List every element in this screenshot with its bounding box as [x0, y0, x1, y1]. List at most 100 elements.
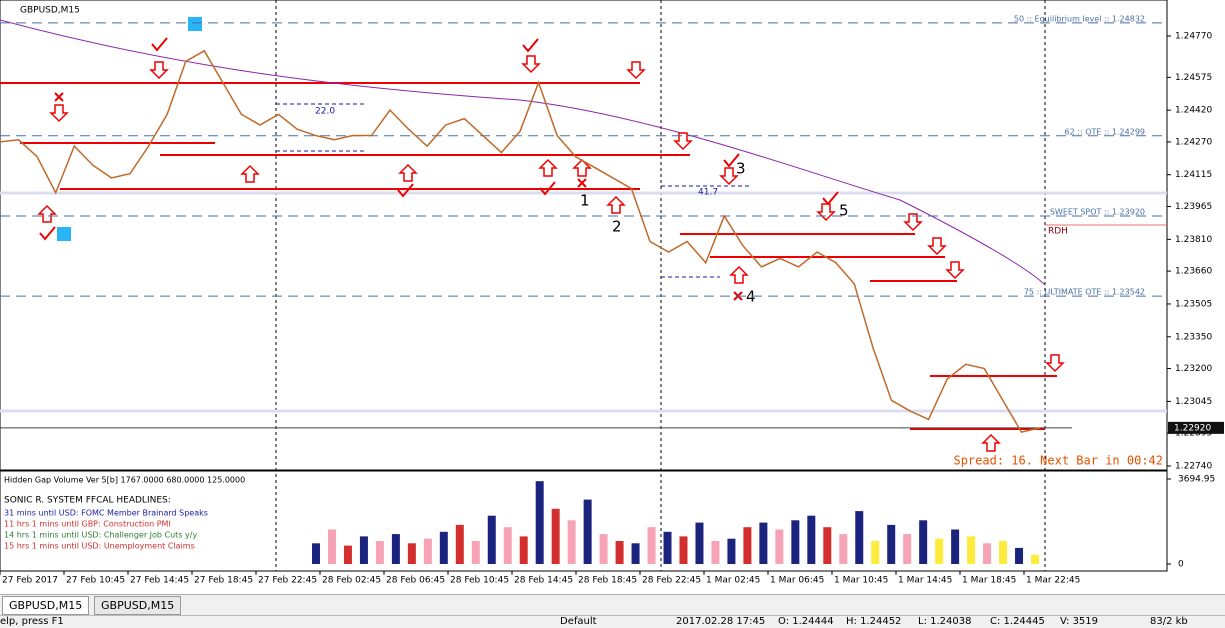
volume-bar: [807, 515, 816, 564]
volume-bar: [407, 543, 416, 564]
volume-bar: [903, 534, 912, 564]
chart-window: GBPUSD,M15 22.0 41.7 1 2 3 4 5 RDH Sprea…: [0, 0, 1224, 586]
price-tick-label: 1.22740: [1175, 462, 1212, 472]
volume-bar: [487, 515, 496, 564]
gap-lines: [276, 103, 750, 278]
gap-label: 41.7: [698, 188, 718, 198]
price-line: [0, 49, 1041, 433]
separators: [275, 0, 1046, 571]
price-tick-label: 1.23810: [1175, 235, 1212, 245]
symbol-label: GBPUSD,M15: [20, 6, 80, 16]
price-tick-label: 1.24420: [1175, 106, 1212, 116]
headline: 31 mins until USD: FOMC Member Brainard …: [4, 509, 208, 518]
time-label: 28 Feb 22:45: [642, 576, 701, 586]
headlines-title: SONIC R. SYSTEM FFCAL HEADLINES:: [4, 496, 171, 506]
price-tick-label: 1.23505: [1175, 299, 1212, 309]
status-field: L: 1.24038: [918, 616, 972, 627]
time-label: 28 Feb 14:45: [514, 576, 573, 586]
volume-bar: [343, 545, 352, 564]
status-bar: elp, press F1 Default 2017.02.28 17:45 O: 1…: [0, 615, 1225, 628]
level-label: 62 :: OTE :: 1.24299: [1065, 127, 1145, 136]
price-tick-label: 1.24115: [1175, 170, 1212, 180]
headline: 15 hrs 1 mins until USD: Unemployment Cl…: [4, 542, 195, 551]
volume-bar: [951, 529, 960, 564]
price-tick-label: 1.23965: [1175, 202, 1212, 212]
time-label: 1 Mar 10:45: [834, 576, 888, 586]
volume-bar: [791, 520, 800, 564]
wave-label: 4: [746, 288, 756, 306]
price-tick-label: 1.24575: [1175, 73, 1212, 83]
volume-bar: [455, 524, 464, 564]
checkmarks: [39, 37, 839, 301]
volume-bar: [695, 522, 704, 564]
status-field: Default: [560, 616, 597, 627]
volume-bar: [471, 540, 480, 564]
time-label: 1 Mar 06:45: [770, 576, 824, 586]
rdh-label: RDH: [1048, 227, 1068, 237]
headline: 11 hrs 1 mins until GBP: Construction PM…: [4, 520, 171, 529]
volume-bar: [615, 540, 624, 564]
price-tick-label: 1.24770: [1175, 32, 1212, 42]
time-label: 1 Mar 22:45: [1026, 576, 1080, 586]
headline: 14 hrs 1 mins until USD: Challenger Job …: [4, 531, 197, 540]
price-pane: [0, 0, 1168, 471]
price-tick-label: 1.23045: [1175, 397, 1212, 407]
volume-bar: [663, 531, 672, 564]
price-tick-label: 1.24270: [1175, 137, 1212, 147]
status-field: elp, press F1: [0, 616, 64, 627]
time-label: 1 Mar 14:45: [898, 576, 952, 586]
volume-tick-label: 0: [1178, 560, 1184, 570]
time-label: 27 Feb 10:45: [66, 576, 125, 586]
volume-bar: [967, 536, 976, 564]
volume-bar: [743, 527, 752, 564]
time-label: 28 Feb 06:45: [386, 576, 445, 586]
symbol-tab[interactable]: GBPUSD,M15: [2, 596, 90, 615]
current-price-label: 1.22920: [1174, 423, 1211, 433]
time-label: 27 Feb 2017: [2, 576, 58, 586]
time-label: 27 Feb 18:45: [194, 576, 253, 586]
sr-lines: [0, 82, 1057, 430]
time-label: 27 Feb 14:45: [130, 576, 189, 586]
status-field: H: 1.24452: [846, 616, 902, 627]
volume-bar: [567, 520, 576, 564]
moving-average: [0, 19, 1046, 286]
price-tick-label: 1.23200: [1175, 364, 1212, 374]
arrows: [37, 55, 1065, 452]
volume-bar: [391, 534, 400, 564]
volume-bar: [535, 481, 544, 564]
volume-bar: [775, 529, 784, 564]
volume-bar: [631, 543, 640, 564]
symbol-tab[interactable]: GBPUSD,M15: [94, 596, 182, 615]
level-label: 50 :: Equilibrium level :: 1.24832: [1014, 14, 1145, 23]
wave-label: 2: [612, 218, 622, 236]
level-label: SWEET SPOT :: 1.23920: [1050, 208, 1145, 217]
volume-bar: [327, 529, 336, 564]
indicator-title: Hidden Gap Volume Ver 5[b] 1767.0000 680…: [4, 476, 245, 485]
volume-bar: [359, 536, 368, 564]
wave-label: 5: [839, 202, 849, 220]
volume-bar: [1015, 547, 1024, 564]
volume-bar: [935, 538, 944, 564]
spread-label: Spread: 16. Next Bar in 00:42: [953, 454, 1163, 468]
status-field: C: 1.24445: [990, 616, 1045, 627]
time-label: 27 Feb 22:45: [258, 576, 317, 586]
time-label: 28 Feb 18:45: [578, 576, 637, 586]
marker: [188, 17, 202, 31]
volume-bar: [919, 520, 928, 564]
price-tick-label: 1.23350: [1175, 332, 1212, 342]
wave-label: 1: [580, 192, 590, 210]
tab-bar: GBPUSD,M15 GBPUSD,M15: [0, 594, 1225, 615]
volume-bar: [727, 538, 736, 564]
volume-bar: [999, 540, 1008, 564]
wave-label: 3: [736, 160, 746, 178]
volume-bar: [887, 524, 896, 564]
time-label: 28 Feb 02:45: [322, 576, 381, 586]
marker: [57, 227, 71, 241]
volume-bar: [679, 536, 688, 564]
time-label: 28 Feb 10:45: [450, 576, 509, 586]
volume-bar: [312, 543, 320, 564]
volume-bar: [375, 540, 384, 564]
volume-bar: [551, 508, 560, 564]
time-label: 1 Mar 18:45: [962, 576, 1016, 586]
